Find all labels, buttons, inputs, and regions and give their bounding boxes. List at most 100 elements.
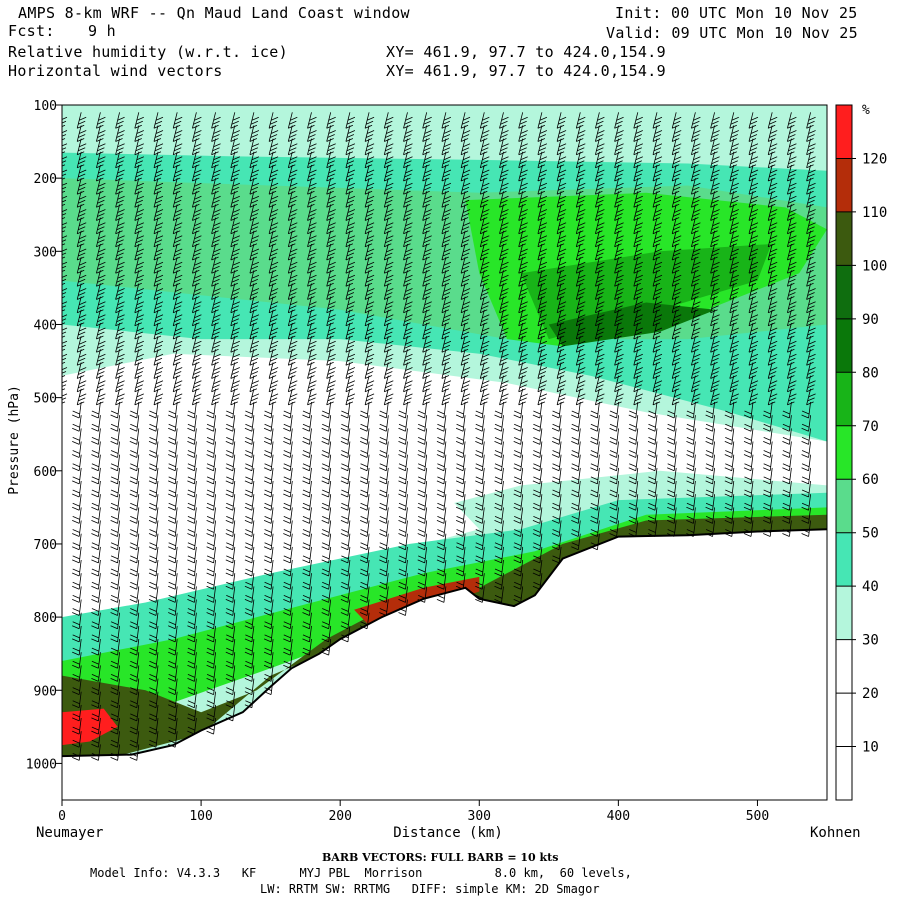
wind-barb	[417, 559, 428, 577]
wind-barb	[609, 467, 619, 485]
wind-barb	[321, 401, 332, 419]
wind-barb	[168, 415, 178, 432]
wind-barb	[225, 546, 236, 564]
wind-barb	[417, 467, 428, 485]
wind-barb	[571, 480, 581, 498]
wind-barb	[91, 718, 101, 735]
wind-barb	[436, 546, 447, 564]
wind-barb	[187, 559, 197, 577]
wind-barb	[647, 520, 658, 537]
wind-barb	[187, 428, 197, 445]
wind-barb	[647, 401, 658, 419]
wind-barb	[801, 494, 811, 511]
wind-barb	[475, 494, 485, 511]
colorbar-swatch	[836, 211, 852, 266]
wind-barb	[263, 520, 274, 537]
wind-barb	[321, 415, 332, 432]
wind-barb	[494, 573, 504, 590]
wind-barb	[743, 507, 754, 524]
wind-barb	[168, 401, 178, 419]
wind-barb	[283, 599, 293, 616]
wind-barb	[724, 401, 735, 419]
wind-barb	[417, 533, 428, 551]
colorbar-swatch	[836, 372, 852, 426]
wind-barb	[91, 625, 101, 643]
wind-barb	[321, 625, 332, 643]
wind-barb	[359, 415, 370, 432]
wind-barb	[225, 454, 236, 472]
wind-barb	[263, 652, 274, 669]
wind-barb	[302, 415, 312, 432]
colorbar-label: 80	[862, 365, 879, 381]
wind-barb	[801, 401, 811, 419]
wind-barb	[263, 559, 274, 577]
wind-barb	[494, 467, 504, 485]
wind-barb	[72, 718, 82, 735]
colorbar-swatch	[836, 639, 852, 694]
wind-barb	[763, 454, 773, 472]
y-tick-label: 900	[34, 684, 57, 699]
wind-barb	[187, 441, 197, 458]
colorbar-swatch	[836, 693, 852, 747]
colorbar-label: 110	[862, 205, 887, 221]
wind-barb	[129, 718, 140, 735]
wind-barb	[532, 494, 543, 511]
wind-barb	[667, 507, 677, 524]
wind-barb	[168, 494, 178, 511]
wind-barb	[551, 533, 562, 551]
wind-barb	[417, 441, 428, 458]
wind-barb	[571, 401, 581, 419]
wind-barb	[724, 428, 735, 445]
wind-barb	[187, 507, 197, 524]
wind-barb	[513, 507, 524, 524]
wind-barb	[321, 546, 332, 564]
wind-barb	[62, 520, 63, 524]
wind-barb	[206, 718, 216, 735]
wind-barb	[72, 559, 82, 577]
wind-barb	[628, 467, 639, 485]
wind-barb	[263, 454, 274, 472]
wind-barb	[436, 415, 447, 432]
wind-barb	[494, 507, 504, 524]
wind-barb	[667, 401, 677, 419]
wind-barb	[455, 480, 466, 498]
wind-barb	[455, 401, 466, 419]
wind-barb	[494, 586, 504, 603]
wind-barb	[590, 415, 600, 432]
wind-barb	[782, 428, 792, 445]
wind-barb	[187, 678, 197, 695]
wind-barb	[398, 494, 408, 511]
wind-barb	[283, 454, 293, 472]
wind-barb	[225, 559, 236, 577]
wind-barb	[263, 533, 274, 551]
wind-barb	[110, 731, 120, 748]
wind-barb	[628, 520, 639, 537]
rh-band-90	[548, 302, 716, 347]
wind-barb	[148, 401, 159, 419]
wind-barb	[532, 507, 543, 524]
wind-barb	[110, 559, 120, 577]
field-name-rh: Relative humidity (w.r.t. ice)	[8, 43, 288, 61]
wind-barb	[571, 454, 581, 472]
wind-barb	[571, 520, 581, 537]
wind-barb	[475, 467, 485, 485]
y-tick-label: 600	[34, 465, 57, 480]
wind-barb	[724, 441, 735, 458]
left-endpoint-label: Neumayer	[36, 825, 103, 841]
wind-barb	[743, 415, 754, 432]
wind-barb	[244, 573, 255, 590]
wind-barb	[340, 533, 351, 551]
wind-barb	[225, 415, 236, 432]
wind-barb	[609, 428, 619, 445]
wind-barb	[379, 401, 389, 419]
wind-barb	[206, 665, 216, 682]
wind-barb	[359, 401, 370, 419]
wind-barb	[168, 546, 178, 564]
wind-barb	[628, 507, 639, 524]
wind-barb	[263, 546, 274, 564]
wind-barb	[187, 704, 197, 722]
wind-barb	[321, 639, 332, 656]
forecast-label: Fcst:	[8, 22, 55, 40]
wind-barb	[91, 428, 101, 445]
wind-barb	[187, 520, 197, 537]
